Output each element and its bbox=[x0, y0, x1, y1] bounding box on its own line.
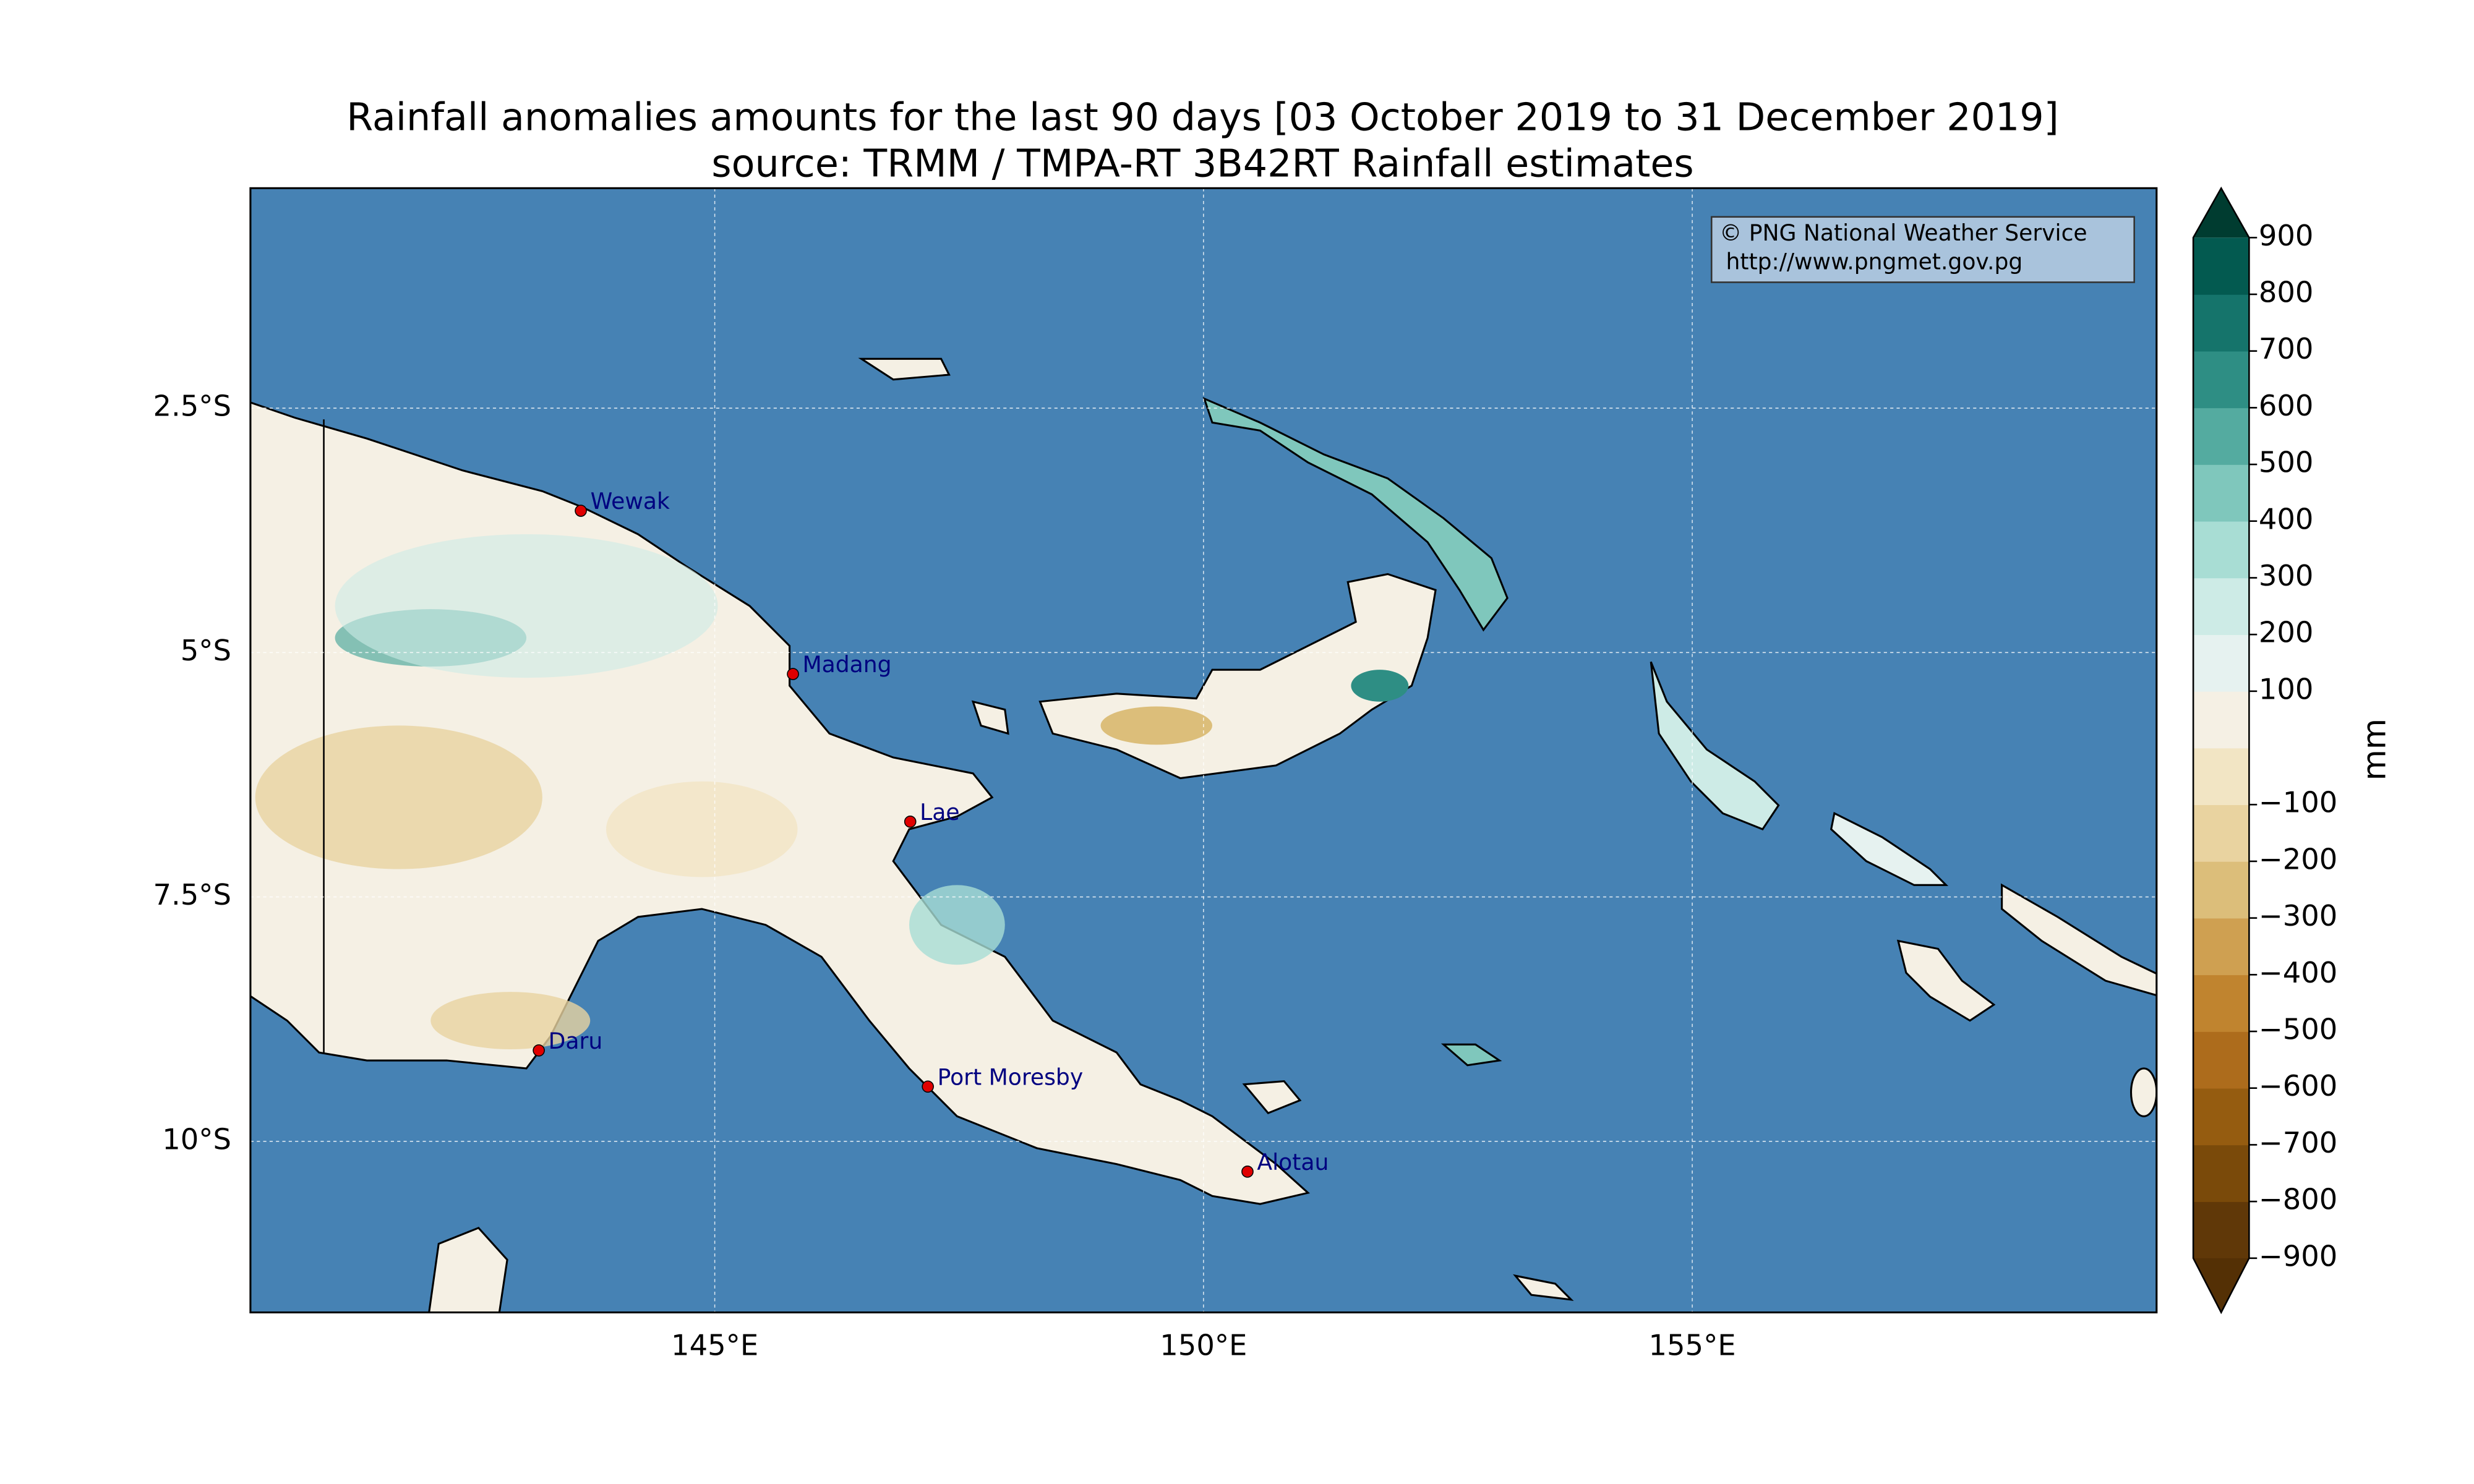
anomaly-shade bbox=[606, 781, 798, 877]
colorbar-tick-label: −500 bbox=[2259, 1013, 2337, 1046]
anomaly-shade bbox=[430, 992, 591, 1049]
colorbar-label: mm bbox=[2356, 719, 2394, 780]
map-frame bbox=[249, 187, 2158, 1314]
colorbar-segment bbox=[2193, 351, 2249, 409]
city-marker bbox=[787, 668, 799, 680]
colorbar-tick-label: 600 bbox=[2259, 389, 2314, 422]
island bbox=[2001, 883, 2157, 997]
city-label: Daru bbox=[549, 1028, 603, 1054]
island bbox=[1513, 1274, 1574, 1301]
x-tick-label: 155°E bbox=[1649, 1329, 1736, 1362]
colorbar-segment bbox=[2193, 861, 2249, 919]
island bbox=[1830, 811, 1949, 886]
credit-box bbox=[1710, 216, 2135, 283]
subtitle: source: TRMM / TMPA-RT 3B42RT Rainfall e… bbox=[711, 141, 1693, 186]
island bbox=[1896, 939, 1996, 1022]
colorbar-segment bbox=[2193, 1201, 2249, 1259]
colorbar-segment bbox=[2193, 1031, 2249, 1089]
colorbar-segment bbox=[2193, 1145, 2249, 1202]
colorbar-segment bbox=[2193, 974, 2249, 1032]
anomaly-shade bbox=[909, 885, 1005, 965]
island bbox=[971, 700, 1009, 735]
city-label: Port Moresby bbox=[938, 1064, 1084, 1090]
y-tick-label: 5°S bbox=[181, 634, 231, 667]
colorbar-segment bbox=[2193, 407, 2249, 465]
colorbar-segment bbox=[2193, 804, 2249, 862]
colorbar-tick-label: 800 bbox=[2259, 275, 2314, 309]
manus bbox=[858, 357, 951, 381]
y-tick-label: 10°S bbox=[162, 1122, 231, 1156]
colorbar-tick-label: −300 bbox=[2259, 899, 2337, 932]
colorbar-tick-label: −200 bbox=[2259, 842, 2337, 876]
colorbar-tick-label: −100 bbox=[2259, 786, 2337, 819]
colorbar-segment bbox=[2193, 578, 2249, 635]
city-label: Madang bbox=[803, 651, 892, 678]
colorbar-tick-label: −800 bbox=[2259, 1183, 2337, 1216]
colorbar-tick-label: 200 bbox=[2259, 616, 2314, 649]
city-marker bbox=[1241, 1166, 1254, 1178]
y-tick-label: 7.5°S bbox=[153, 878, 231, 911]
city-marker bbox=[904, 816, 917, 828]
y-tick-label: 2.5°S bbox=[153, 390, 231, 423]
x-tick-label: 145°E bbox=[671, 1329, 758, 1362]
colorbar-segment bbox=[2193, 1088, 2249, 1146]
colorbar-segment bbox=[2193, 691, 2249, 749]
colorbar-tick-label: 400 bbox=[2259, 502, 2314, 535]
bougainville bbox=[1650, 661, 1780, 830]
colorbar-segment bbox=[2193, 918, 2249, 976]
city-label: Alotau bbox=[1257, 1149, 1329, 1175]
colorbar-tick-label: −900 bbox=[2259, 1239, 2337, 1273]
colorbar-tick-label: −700 bbox=[2259, 1126, 2337, 1159]
city-marker bbox=[533, 1044, 545, 1057]
title: Rainfall anomalies amounts for the last … bbox=[346, 95, 2059, 140]
colorbar-tick-label: 300 bbox=[2259, 559, 2314, 592]
colorbar-extension bbox=[2193, 1258, 2249, 1313]
colorbar-tick-label: −600 bbox=[2259, 1069, 2337, 1102]
city-marker bbox=[922, 1080, 934, 1093]
x-tick-label: 150°E bbox=[1160, 1329, 1247, 1362]
colorbar-tick-label: 700 bbox=[2259, 332, 2314, 365]
colorbar-tick-label: 100 bbox=[2259, 672, 2314, 706]
colorbar-segment bbox=[2193, 294, 2249, 352]
credit-line: http://www.pngmet.gov.pg bbox=[1726, 249, 2022, 275]
colorbar-tick-label: 500 bbox=[2259, 446, 2314, 479]
city-label: Lae bbox=[920, 799, 959, 825]
colorbar-tick-label: 900 bbox=[2259, 219, 2314, 252]
colorbar-segment bbox=[2193, 748, 2249, 806]
anomaly-shade bbox=[1351, 670, 1409, 702]
graticule bbox=[250, 188, 2157, 1313]
credit-line: © PNG National Weather Service bbox=[1719, 220, 2087, 246]
island bbox=[1242, 1080, 1302, 1114]
anomaly-shade bbox=[255, 725, 542, 869]
island bbox=[1440, 1043, 1502, 1067]
colorbar-tick-label: −400 bbox=[2259, 956, 2337, 989]
colorbar-extension bbox=[2193, 188, 2249, 238]
colorbar-segment bbox=[2193, 464, 2249, 522]
cape-york bbox=[428, 1226, 508, 1313]
colorbar-segment bbox=[2193, 521, 2249, 579]
city-marker bbox=[575, 505, 587, 517]
colorbar-segment bbox=[2193, 237, 2249, 295]
anomaly-shade bbox=[335, 534, 718, 678]
land bbox=[250, 357, 2157, 1313]
new-ireland bbox=[1202, 396, 1509, 632]
anomaly-shade bbox=[1100, 706, 1213, 745]
island bbox=[2129, 1067, 2157, 1117]
city-label: Wewak bbox=[591, 488, 670, 514]
colorbar-segment bbox=[2193, 634, 2249, 692]
